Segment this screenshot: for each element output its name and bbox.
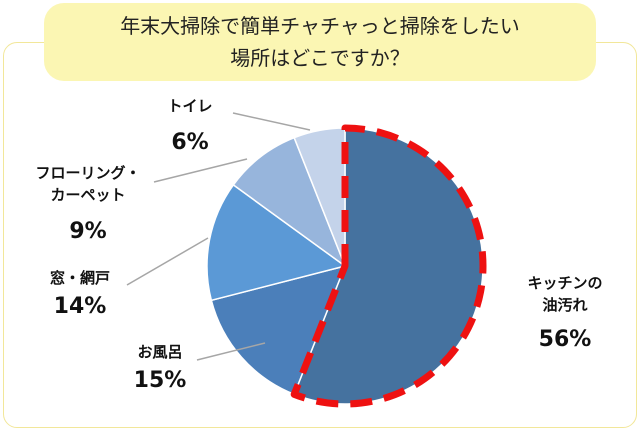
slice-percent-label: 14% <box>54 294 107 319</box>
leader-line <box>153 158 248 183</box>
leader-line <box>232 112 311 131</box>
chart-title-line2: 場所はどこですか？ <box>230 46 410 70</box>
leader-line <box>196 342 266 361</box>
slice-name-label: お風呂 <box>137 343 182 361</box>
slice-percent-label: 56% <box>539 327 592 352</box>
slice-name-label: 油汚れ <box>542 296 587 314</box>
slice-name-label: キッチンの <box>527 274 602 292</box>
slice-percent-label: 9% <box>69 219 106 244</box>
chart-title-box: 年末大掃除で簡単チャチャっと掃除をしたい 場所はどこですか？ <box>44 3 596 81</box>
slice-percent-label: 6% <box>171 130 208 155</box>
slice-name-label: フローリング・ <box>35 164 140 182</box>
slice-name-label: カーペット <box>50 186 125 204</box>
pie-slice <box>210 264 347 396</box>
slice-percent-label: 15% <box>134 368 187 393</box>
pie-slice <box>206 183 347 302</box>
highlight-dashed-outline <box>290 124 487 408</box>
leader-line <box>126 237 209 286</box>
chart-title-line1: 年末大掃除で簡単チャチャっと掃除をしたい <box>120 14 520 38</box>
slice-name-label: トイレ <box>167 97 212 115</box>
slice-name-label: 窓・網戸 <box>50 269 110 287</box>
